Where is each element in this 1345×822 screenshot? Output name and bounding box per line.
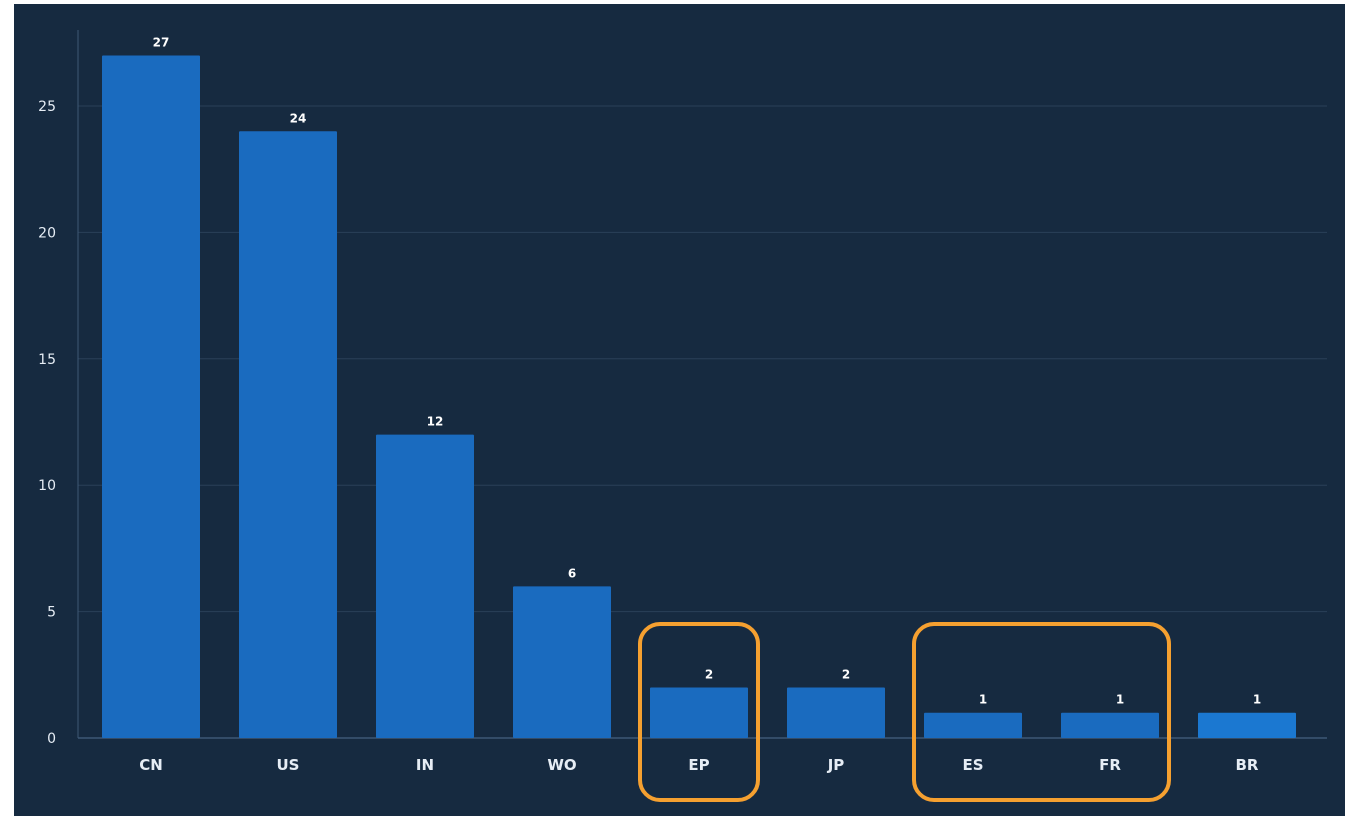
labels: 0 5 10 15 20 25 27 CN 24 US 12 IN 6 WO 2 EP 2 JP 1 ES 1 FR 1 BR (38, 35, 1261, 774)
bar-cn (102, 55, 200, 738)
highlight-box-ep (638, 622, 760, 802)
y-tick-label: 15 (38, 352, 56, 368)
data-label-in: 12 (427, 415, 444, 429)
data-label-br: 1 (1253, 693, 1261, 707)
bar-br (1198, 712, 1296, 738)
data-label-cn: 27 (153, 35, 170, 49)
bar-es (924, 712, 1022, 738)
x-tick-label-us: US (277, 756, 300, 774)
data-label-fr: 1 (1116, 693, 1124, 707)
x-tick-label-ep: EP (688, 756, 709, 774)
highlight-box-es-fr (912, 622, 1171, 802)
y-tick-label: 25 (38, 99, 56, 115)
data-label-jp: 2 (842, 667, 850, 681)
bar-jp (787, 687, 885, 738)
bar-chart: 0 5 10 15 20 25 27 CN 24 US 12 IN 6 WO 2 EP 2 JP 1 ES 1 FR 1 BR (38, 30, 1327, 802)
x-tick-label-wo: WO (547, 756, 576, 774)
y-tick-label: 20 (38, 225, 56, 241)
data-label-ep: 2 (705, 667, 713, 681)
bar-in (376, 434, 474, 738)
y-tick-label: 0 (47, 731, 56, 747)
bar-us (239, 131, 337, 738)
bar-wo (513, 586, 611, 738)
y-tick-label: 10 (38, 478, 56, 494)
x-tick-label-fr: FR (1099, 756, 1121, 774)
x-tick-label-br: BR (1236, 756, 1259, 774)
x-tick-label-jp: JP (827, 756, 845, 774)
data-label-wo: 6 (568, 566, 576, 580)
data-label-es: 1 (979, 693, 987, 707)
y-tick-label: 5 (47, 605, 56, 621)
highlight-boxes (638, 622, 1171, 802)
x-tick-label-es: ES (962, 756, 983, 774)
x-tick-label-cn: CN (139, 756, 163, 774)
bars (102, 55, 1296, 738)
bar-ep (650, 687, 748, 738)
x-tick-label-in: IN (416, 756, 434, 774)
bar-fr (1061, 712, 1159, 738)
chart-panel: 0 5 10 15 20 25 27 CN 24 US 12 IN 6 WO 2 EP 2 JP 1 ES 1 FR 1 BR (14, 4, 1345, 816)
data-label-us: 24 (290, 111, 307, 125)
